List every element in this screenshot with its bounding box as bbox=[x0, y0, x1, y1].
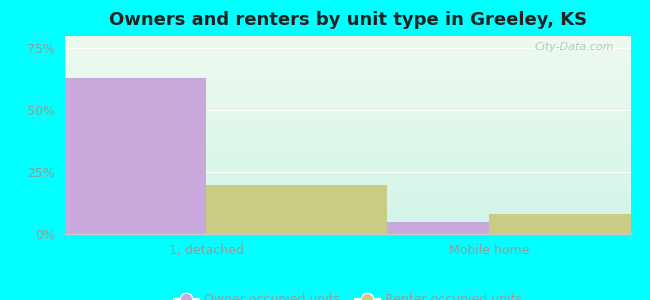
Bar bbox=[25, 78, 207, 234]
Title: Owners and renters by unit type in Greeley, KS: Owners and renters by unit type in Greel… bbox=[109, 11, 587, 29]
Bar bbox=[489, 214, 650, 234]
Bar bbox=[308, 222, 489, 234]
Legend: Owner occupied units, Renter occupied units: Owner occupied units, Renter occupied un… bbox=[169, 288, 526, 300]
Bar bbox=[207, 184, 387, 234]
Text: City-Data.com: City-Data.com bbox=[534, 42, 614, 52]
